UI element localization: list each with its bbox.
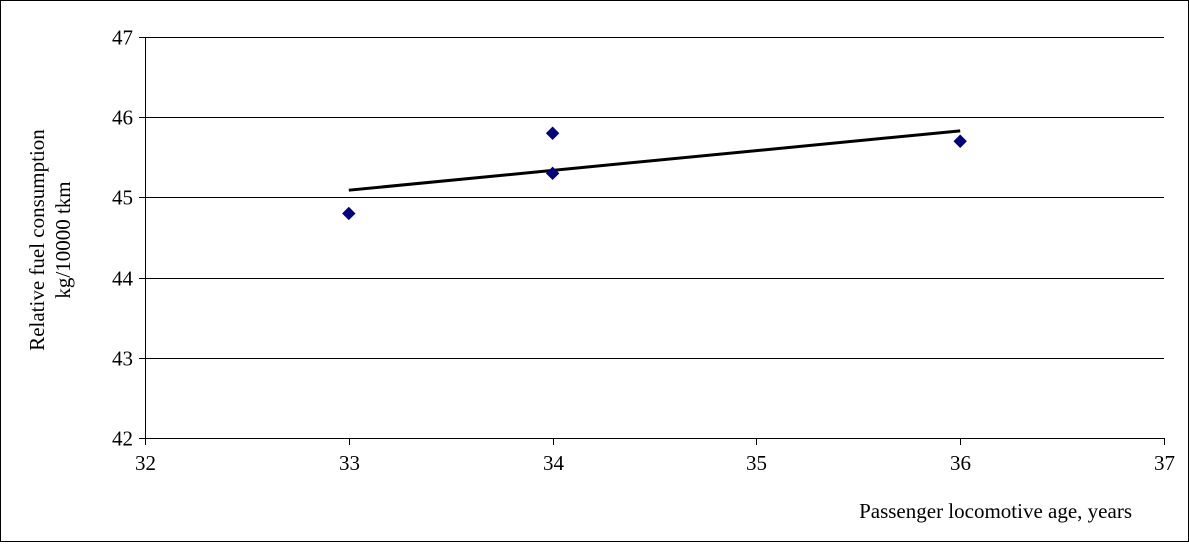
y-tick-label-43: 43	[112, 347, 133, 371]
y-tick-label-44: 44	[112, 267, 134, 291]
y-axis-label-line-1: Relative fuel consumption	[25, 129, 49, 351]
data-point-3	[545, 166, 560, 181]
data-point-4	[953, 134, 967, 148]
y-tick-label-47: 47	[112, 26, 133, 50]
data-point-2	[545, 126, 560, 140]
x-tick-label-35: 35	[746, 451, 767, 475]
axes	[139, 37, 1165, 445]
y-axis-label-line-2: kg/10000 tkm	[51, 181, 75, 298]
x-tick-label-36: 36	[950, 451, 971, 475]
x-tick-label-32: 32	[135, 451, 156, 475]
y-tick-label-46: 46	[112, 106, 133, 130]
axis-titles: Passenger locomotive age, years Relative…	[25, 129, 1132, 523]
data-points	[342, 126, 967, 221]
x-tick-label-33: 33	[339, 451, 360, 475]
trendline	[348, 129, 961, 192]
x-tick-label-37: 37	[1154, 451, 1175, 475]
y-tick-label-45: 45	[112, 186, 133, 210]
trendline-layer	[348, 129, 961, 192]
data-point-1	[342, 206, 356, 221]
x-tick-label-34: 34	[543, 451, 565, 475]
x-axis-label: Passenger locomotive age, years	[859, 499, 1132, 523]
tick-labels: 42 43 44 45 46 47 32 33 34 35 36 37	[112, 26, 1175, 476]
y-tick-label-42: 42	[112, 427, 133, 451]
